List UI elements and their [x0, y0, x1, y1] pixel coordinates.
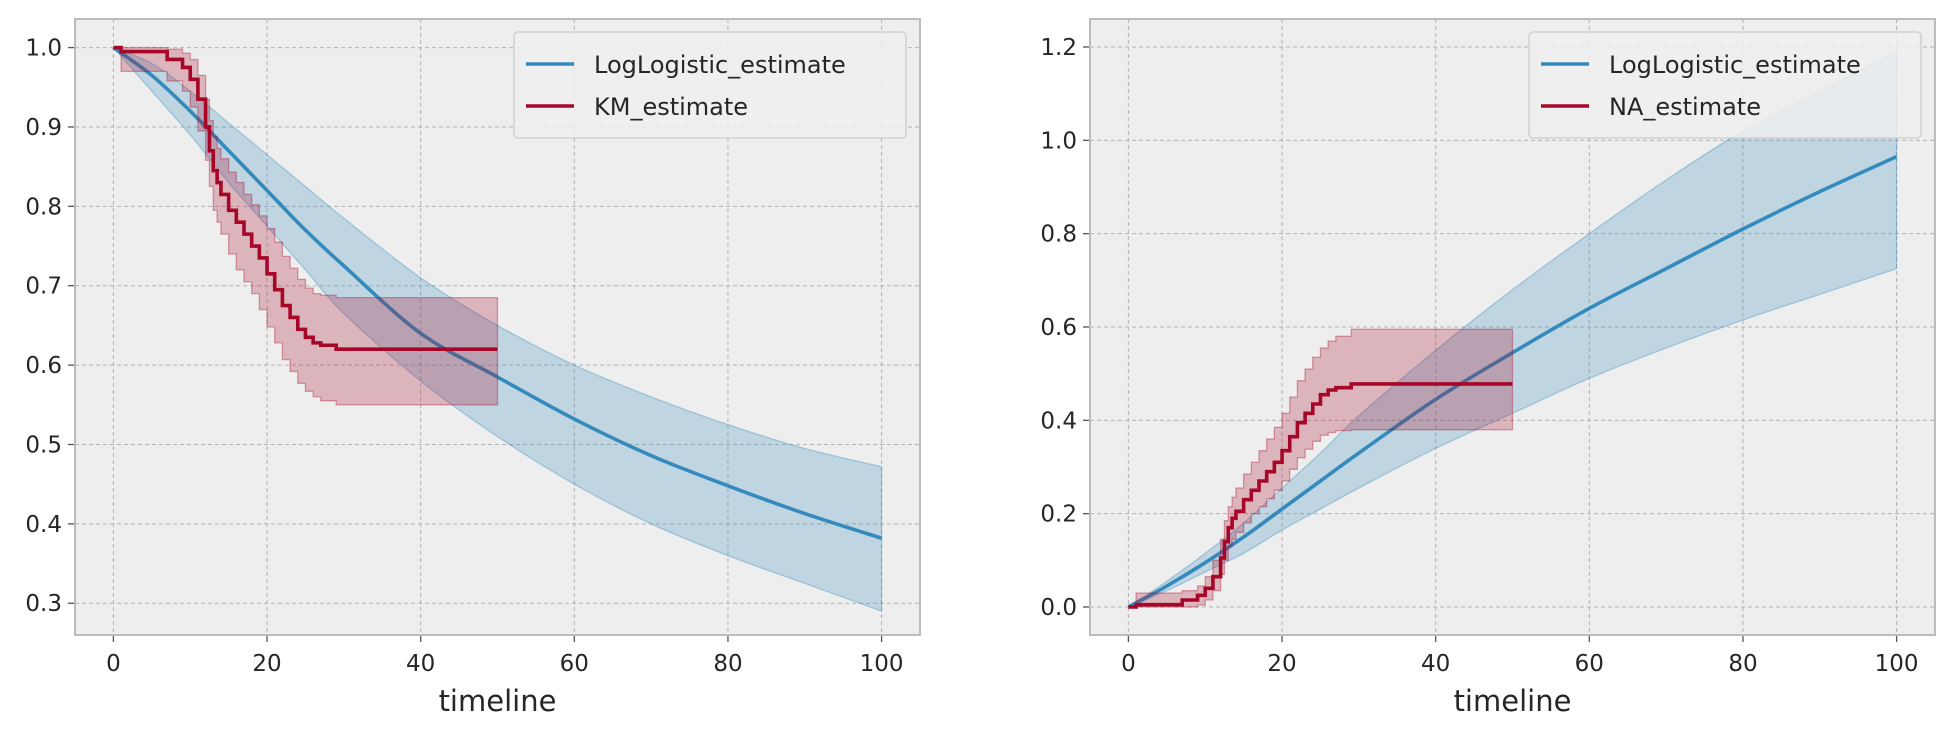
y-tick-label: 0.6	[25, 353, 62, 379]
series-line	[1127, 155, 1898, 609]
x-tick-label: 80	[1728, 651, 1757, 677]
legend-box	[1528, 31, 1922, 139]
y-axis-ticks: 0.3 0.4 0.5 0.6 0.7 0.8 0.9 1.0	[25, 36, 75, 617]
y-tick-label: 0.7	[25, 274, 62, 300]
y-tick-label: 1.0	[1040, 128, 1077, 154]
x-tick-label: 80	[713, 651, 742, 677]
y-tick-label: 1.2	[1040, 35, 1077, 61]
x-axis-label: timeline	[1454, 684, 1572, 718]
y-tick-label: 0.6	[1040, 315, 1077, 341]
confidence-band	[1128, 328, 1514, 608]
y-tick-label: 0.8	[25, 194, 62, 220]
x-tick-label: 20	[1267, 651, 1296, 677]
x-tick-label: 40	[406, 651, 435, 677]
x-tick-label: 40	[1421, 651, 1450, 677]
y-tick-label: 0.5	[25, 432, 62, 458]
series-line	[113, 45, 498, 352]
x-tick-label: 100	[1875, 651, 1919, 677]
legend: LogLogistic_estimate KM_estimate	[513, 31, 907, 139]
y-tick-label: 0.2	[1040, 502, 1077, 528]
x-tick-label: 60	[1575, 651, 1604, 677]
series-line	[1128, 382, 1513, 609]
grid-lines	[75, 19, 920, 635]
y-axis-ticks: 0.0 0.2 0.4 0.6 0.8 1.0 1.2	[1040, 35, 1090, 621]
chart-panel-2: 0 20 40 60 80 100 0.0 0.2 0.4 0.6 0.8 1.0 1.2 timelin…	[1040, 18, 1936, 718]
x-tick-label: 20	[252, 651, 281, 677]
y-tick-label: 1.0	[25, 36, 62, 62]
series-km-estimate	[113, 45, 499, 406]
x-axis-ticks: 0 20 40 60 80 100	[106, 635, 904, 677]
series-na-estimate	[1128, 328, 1514, 609]
axes-frame	[74, 18, 921, 636]
grid-lines	[1090, 19, 1935, 635]
chart-panel-1: 0 20 40 60 80 100 0.3 0.4 0.5 0.6 0.7 0.8 0.9 1.0 time…	[25, 18, 921, 718]
y-tick-label: 0.4	[1040, 408, 1077, 434]
y-tick-label: 0.3	[25, 591, 62, 617]
x-axis-label: timeline	[439, 684, 557, 718]
x-tick-label: 0	[106, 651, 121, 677]
legend-label: LogLogistic_estimate	[1609, 51, 1861, 79]
legend-label: KM_estimate	[594, 93, 748, 121]
y-tick-label: 0.0	[1040, 595, 1077, 621]
x-tick-label: 100	[860, 651, 904, 677]
legend-box	[513, 31, 907, 139]
x-tick-label: 60	[560, 651, 589, 677]
x-tick-label: 0	[1121, 651, 1136, 677]
legend-label: LogLogistic_estimate	[594, 51, 846, 79]
y-tick-label: 0.9	[25, 115, 62, 141]
y-tick-label: 0.4	[25, 512, 62, 538]
axes-frame	[1089, 18, 1936, 636]
legend: LogLogistic_estimate NA_estimate	[1528, 31, 1922, 139]
x-axis-ticks: 0 20 40 60 80 100	[1121, 635, 1919, 677]
y-tick-label: 0.8	[1040, 222, 1077, 248]
legend-label: NA_estimate	[1609, 93, 1761, 121]
